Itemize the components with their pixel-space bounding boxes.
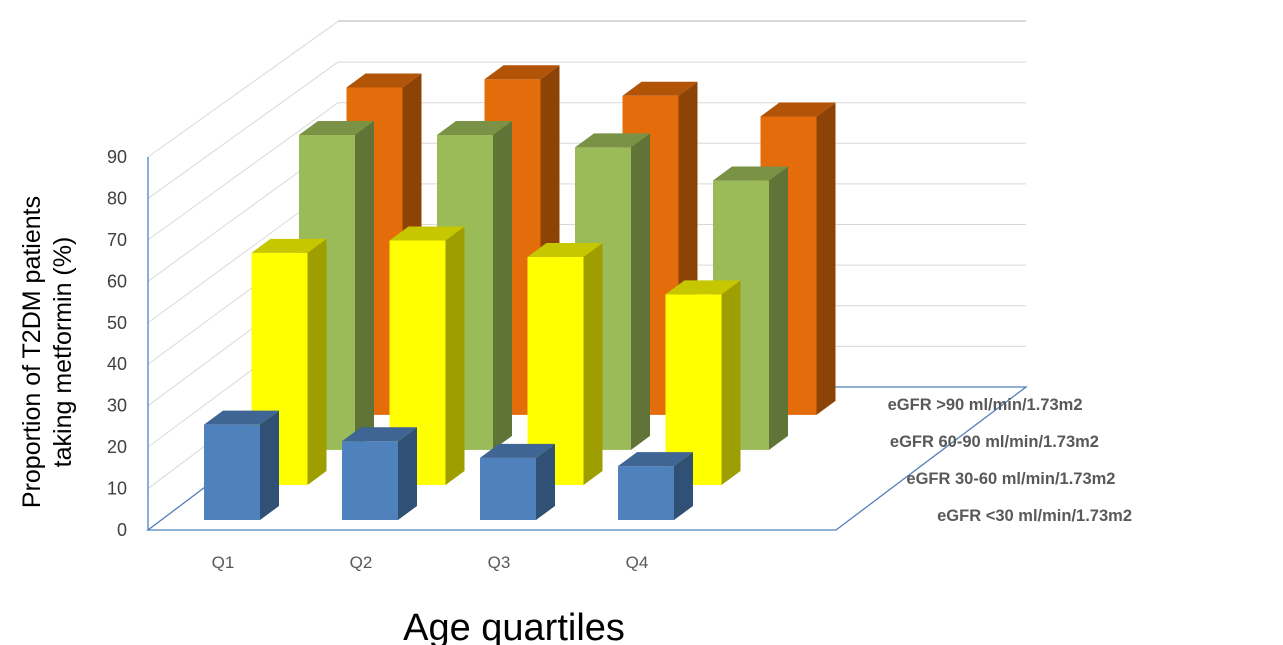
bar-top [204, 410, 279, 425]
bar-side [260, 410, 279, 520]
series-label: eGFR 60-90 ml/min/1.73m2 [890, 433, 1099, 451]
y-tick-label: 10 [107, 479, 127, 499]
bar-front [204, 424, 260, 520]
bar-top [622, 81, 698, 96]
bar-side [445, 226, 465, 485]
series-label: eGFR 30-60 ml/min/1.73m2 [906, 470, 1115, 488]
chart-labels: 0 10 20 30 40 50 60 70 80 90 Q1 Q2 Q3 Q4 eGFR <30 ml/m… [107, 147, 1132, 572]
bar-top [713, 166, 788, 181]
y-tick-label: 80 [107, 188, 127, 208]
bar-side [307, 238, 327, 485]
y-tick-label: 40 [107, 354, 127, 374]
x-tick-label: Q1 [212, 553, 235, 572]
bar-front [480, 457, 536, 520]
bar-side [816, 102, 836, 415]
bar-top [575, 133, 650, 148]
bar-top [618, 452, 693, 467]
bar [342, 427, 417, 520]
gridline-side [147, 102, 339, 241]
bar-top [527, 243, 603, 258]
bar-front [618, 466, 674, 520]
bar-side [721, 280, 741, 485]
y-axis-title-line-1: Proportion of T2DM patients [18, 196, 46, 508]
bar-side [631, 133, 650, 450]
gridline-side [147, 61, 339, 199]
bar-top [665, 280, 741, 295]
bar-side [355, 120, 374, 450]
bar-top [346, 73, 422, 88]
y-tick-label: 0 [117, 520, 127, 540]
x-axis-title: Age quartiles [403, 607, 625, 645]
gridline-side [147, 21, 339, 158]
x-tick-label: Q3 [488, 553, 511, 572]
y-tick-label: 30 [107, 396, 127, 416]
bar-side [493, 120, 512, 450]
y-axis-title-line-2: taking metformin (%) [49, 237, 77, 468]
bar-side [769, 166, 788, 450]
bar-top [760, 102, 836, 117]
bar-top [437, 120, 512, 135]
bar-top [484, 65, 560, 80]
series-label: eGFR <30 ml/min/1.73m2 [937, 507, 1132, 525]
x-tick-label: Q2 [350, 553, 373, 572]
bar [204, 410, 279, 520]
bar [480, 443, 555, 520]
y-tick-label: 20 [107, 437, 127, 457]
bar-side [674, 452, 693, 520]
bar-top [480, 443, 555, 458]
y-tick-label: 70 [107, 230, 127, 250]
bar-side [536, 443, 555, 520]
x-tick-label: Q4 [626, 553, 649, 572]
bar-top [299, 120, 374, 135]
y-tick-label: 50 [107, 313, 127, 333]
bar [527, 243, 603, 485]
bar [618, 452, 693, 520]
series-label: eGFR >90 ml/min/1.73m2 [888, 396, 1083, 414]
bar-front [342, 441, 398, 520]
y-tick-label: 90 [107, 147, 127, 167]
bar [389, 226, 465, 485]
bar-top [389, 226, 465, 241]
bar-side [583, 243, 603, 485]
y-tick-label: 60 [107, 271, 127, 291]
bar-top [251, 238, 327, 253]
bar-top [342, 427, 417, 442]
chart-bars [204, 65, 836, 520]
bar-side [398, 427, 417, 520]
